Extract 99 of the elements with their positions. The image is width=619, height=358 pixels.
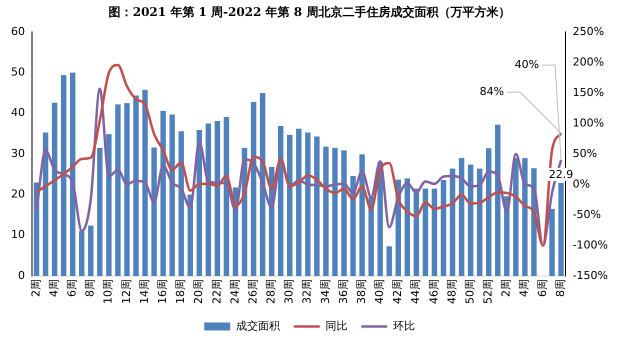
bar: [458, 158, 464, 276]
bar: [414, 188, 420, 276]
x-tick-label: 26周: [246, 279, 260, 304]
x-tick-label: 28周: [264, 279, 278, 304]
y2-tick-label: 100%: [572, 116, 604, 130]
bar: [142, 90, 148, 276]
x-tick-label: 8周: [554, 279, 567, 298]
x-tick-label: 32周: [300, 279, 314, 304]
bar: [404, 178, 410, 276]
x-tick-label: 18周: [174, 279, 188, 304]
bar: [178, 131, 184, 276]
y2-tick-label: 250%: [572, 24, 604, 38]
y-tick-label: 10: [10, 228, 25, 242]
bar: [287, 134, 292, 276]
x-tick-label: 30周: [282, 279, 296, 304]
x-tick-label: 12周: [120, 279, 133, 304]
bar: [296, 128, 302, 276]
bar: [97, 148, 103, 276]
x-tick-label: 6周: [536, 279, 549, 298]
bar: [70, 72, 76, 276]
bar: [305, 132, 311, 276]
x-tick-label: 4周: [47, 279, 60, 298]
x-tick-label: 2周: [29, 279, 42, 298]
bar: [476, 168, 482, 276]
bar: [522, 158, 528, 276]
y2-tick-label: 0%: [572, 177, 590, 190]
legend-label: 环比: [392, 320, 415, 333]
bar: [52, 102, 58, 276]
bar: [169, 114, 175, 276]
bar: [124, 103, 130, 276]
bar: [206, 124, 212, 276]
y-tick-label: 0: [18, 268, 25, 282]
y-tick-label: 60: [10, 24, 25, 38]
bar: [60, 75, 66, 276]
x-tick-label: 6周: [66, 279, 79, 298]
x-tick-label: 34周: [318, 279, 332, 304]
y2-tick-label: 150%: [572, 86, 604, 99]
x-tick-label: 46周: [427, 279, 440, 304]
x-tick-label: 22周: [210, 279, 224, 304]
bar: [558, 182, 564, 276]
bar: [486, 148, 492, 276]
legend-label: 成交面积: [236, 320, 280, 333]
bar: [359, 154, 365, 276]
x-tick-label: 20周: [192, 279, 206, 304]
bar: [260, 93, 266, 276]
bar: [386, 246, 392, 276]
x-tick-label: 14周: [138, 279, 151, 304]
x-tick-label: 52周: [482, 279, 495, 304]
bar: [368, 197, 374, 276]
bar: [314, 136, 320, 276]
x-tick-label: 2周: [500, 279, 513, 298]
bar: [468, 164, 474, 276]
bar: [440, 180, 446, 276]
bar: [278, 126, 284, 276]
bar: [160, 110, 166, 276]
x-tick-label: 38周: [354, 279, 368, 304]
x-tick-label: 8周: [84, 279, 97, 298]
x-tick-label: 40周: [373, 279, 386, 304]
bar: [422, 188, 428, 276]
y2-tick-label: -100%: [572, 238, 608, 252]
bar: [88, 226, 94, 276]
bar: [549, 208, 555, 276]
y-tick-label: 20: [10, 188, 25, 201]
x-tick-label: 10周: [102, 279, 115, 304]
data-label: 84%: [480, 85, 504, 98]
y-tick-label: 30: [10, 146, 25, 160]
x-tick-label: 36周: [336, 279, 350, 304]
bar: [350, 176, 356, 276]
bar: [432, 188, 438, 276]
data-label: 40%: [514, 58, 540, 71]
y2-tick-label: 50%: [572, 146, 598, 160]
bar: [323, 146, 329, 276]
x-tick-label: 48周: [445, 279, 458, 304]
bar: [151, 147, 157, 276]
x-tick-label: 42周: [391, 279, 404, 304]
bar: [196, 130, 202, 276]
legend-label: 同比: [325, 320, 348, 333]
chart-title: 图：2021 年第 1 周-2022 年第 8 周北京二手住房成交面积（万平方米）: [108, 4, 512, 21]
x-tick-label: 16周: [156, 279, 169, 304]
y-tick-label: 50: [10, 66, 25, 79]
bar: [115, 104, 121, 276]
y-tick-label: 40: [10, 106, 25, 120]
y2-tick-label: -50%: [572, 208, 602, 221]
bar: [250, 102, 256, 276]
y2-tick-label: -150%: [572, 268, 608, 282]
x-tick-label: 50周: [463, 279, 476, 304]
bar: [214, 121, 220, 276]
y2-tick-label: 200%: [572, 55, 604, 68]
x-tick-label: 24周: [228, 279, 242, 304]
bar: [79, 231, 84, 276]
bar: [106, 134, 112, 276]
x-tick-label: 4周: [518, 279, 531, 298]
bar: [188, 194, 193, 276]
data-label: 22.9: [548, 168, 574, 182]
bar: [224, 116, 230, 276]
bar: [42, 132, 48, 276]
bar: [513, 158, 519, 276]
x-tick-label: 44周: [409, 279, 422, 304]
bar: [495, 124, 500, 276]
